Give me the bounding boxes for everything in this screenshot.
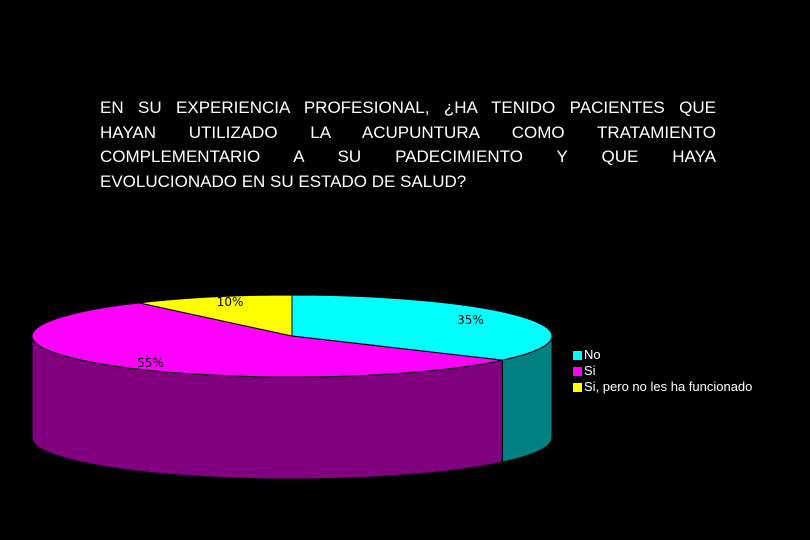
data-label-si: 55%: [137, 356, 164, 370]
question-line: HAYAN UTILIZADO LA ACUPUNTURA COMO TRATA…: [100, 122, 716, 142]
legend-item-si-pero: Si, pero no les ha funcionado: [573, 379, 752, 395]
question-line: EVOLUCIONADO EN SU ESTADO DE SALUD?: [100, 171, 467, 191]
data-label-si-pero-no: 10%: [217, 295, 244, 309]
legend-label: Si, pero no les ha funcionado: [584, 379, 753, 394]
legend-label: No: [584, 347, 601, 362]
legend-item-no: No: [573, 347, 752, 363]
legend-item-si: Si: [573, 363, 752, 379]
data-label-no: 35%: [457, 313, 484, 327]
pie-slice-no: [291, 294, 553, 361]
pie-slices: [31, 294, 553, 378]
chart-legend: No Si Si, pero no les ha funcionado: [573, 347, 752, 395]
legend-swatch: [573, 350, 582, 360]
chart-question: EN SU EXPERIENCIA PROFESIONAL, ¿HA TENID…: [100, 96, 716, 194]
question-line: EN SU EXPERIENCIA PROFESIONAL, ¿HA TENID…: [100, 98, 716, 117]
pie-data-labels: 35% 55% 10%: [137, 295, 484, 370]
pie-sides: [31, 335, 553, 480]
legend-swatch: [573, 366, 582, 376]
legend-label: Si: [584, 363, 596, 378]
pie-slice-si: [31, 302, 503, 378]
question-line: COMPLEMENTARIO A SU PADECIMIENTO Y QUE H…: [100, 147, 716, 166]
pie-slice-si-pero-no: [139, 294, 293, 337]
legend-swatch: [573, 382, 582, 392]
